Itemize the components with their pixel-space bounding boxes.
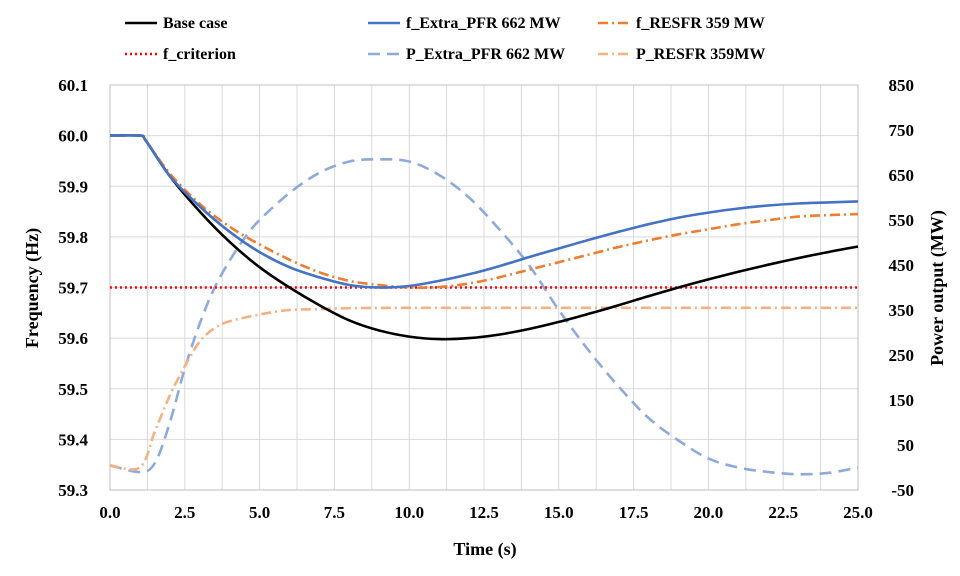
y-left-tick-label: 59.3	[58, 481, 88, 500]
x-axis-title: Time (s)	[453, 539, 516, 560]
y-left-tick-label: 59.7	[58, 279, 88, 298]
x-tick-label: 0.0	[99, 503, 120, 522]
y-left-tick-label: 59.8	[58, 228, 88, 247]
x-tick-label: 5.0	[249, 503, 270, 522]
legend-label: f_RESFR 359 MW	[636, 15, 765, 32]
x-tick-label: 17.5	[619, 503, 649, 522]
x-tick-label: 2.5	[174, 503, 195, 522]
legend-label: f_criterion	[163, 46, 236, 63]
y-left-tick-label: 60.0	[58, 127, 88, 146]
series-layer	[109, 133, 859, 476]
y-right-tick-label: 450	[889, 256, 915, 275]
series-line-f-extra-pfr-662-mw	[109, 133, 859, 289]
x-tick-labels: 0.0 2.5 5.0 7.5 10.0 12.5 15.0 17.5 20.0 22.5 25.0	[99, 503, 873, 522]
y-right-tick-label: 650	[889, 166, 915, 185]
y-left-tick-label: 60.1	[58, 76, 88, 95]
series-line-p-extra-pfr-662-mw	[109, 157, 859, 476]
y-left-tick-label: 59.5	[58, 380, 88, 399]
y-right-tick-label: 50	[897, 436, 914, 455]
x-tick-label: 15.0	[544, 503, 574, 522]
y-left-tick-label: 59.6	[58, 329, 88, 348]
x-tick-label: 20.0	[694, 503, 724, 522]
x-tick-label: 22.5	[768, 503, 798, 522]
legend-label: f_Extra_PFR 662 MW	[406, 15, 561, 32]
y-left-tick-label: 59.9	[58, 177, 88, 196]
y-right-tick-label: 550	[889, 211, 915, 230]
y-right-tick-labels: -50 50 150 250 350 450 550 650 750 850	[889, 76, 915, 500]
y-right-tick-label: 350	[889, 301, 915, 320]
x-tick-label: 7.5	[324, 503, 345, 522]
y-right-tick-label: 750	[889, 121, 915, 140]
y-right-tick-label: 150	[889, 391, 915, 410]
legend: Base case f_Extra_PFR 662 MW f_RESFR 359 M…	[125, 15, 765, 63]
legend-label: Base case	[163, 15, 227, 32]
legend-label: P_RESFR 359MW	[636, 46, 765, 63]
x-tick-label: 10.0	[394, 503, 424, 522]
y-left-axis-title: Frequency (Hz)	[22, 228, 43, 348]
y-right-tick-label: -50	[891, 481, 914, 500]
series-line-base-case	[109, 133, 859, 341]
y-right-tick-label: 250	[889, 346, 915, 365]
x-tick-label: 12.5	[469, 503, 499, 522]
y-left-tick-label: 59.4	[58, 430, 88, 449]
series-line-p-resfr-359mw	[109, 306, 858, 471]
y-left-tick-labels: 59.3 59.4 59.5 59.6 59.7 59.8 59.9 60.0 60.1	[58, 76, 88, 500]
x-tick-label: 25.0	[843, 503, 873, 522]
y-right-axis-title: Power output (MW)	[927, 210, 948, 366]
y-right-tick-label: 850	[889, 76, 915, 95]
legend-label: P_Extra_PFR 662 MW	[406, 46, 565, 63]
